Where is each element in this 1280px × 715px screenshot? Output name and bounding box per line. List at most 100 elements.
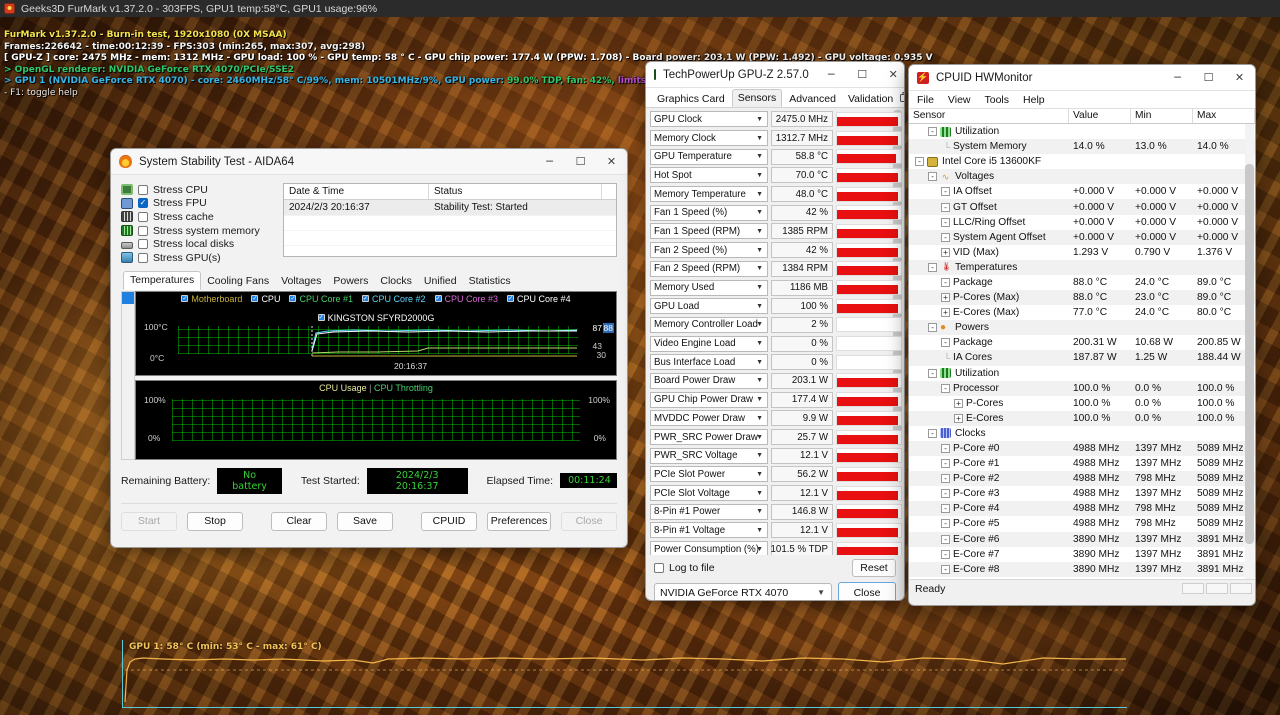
sensor-row[interactable]: - LLC/Ring Offset +0.000 V +0.000 V +0.000 V <box>909 215 1255 230</box>
legend-motherboard[interactable]: ✓ Motherboard <box>181 294 242 304</box>
sensor-row[interactable]: - E-Core #7 3890 MHz 1397 MHz 3891 MHz <box>909 547 1255 562</box>
collapse-icon[interactable]: - <box>928 323 937 333</box>
chevron-down-icon[interactable]: ▼ <box>756 190 763 198</box>
sensor-row[interactable]: - P-Core #2 4988 MHz 798 MHz 5089 MHz <box>909 471 1255 487</box>
gpuz-titlebar[interactable]: TechPowerUp GPU-Z 2.57.0 ─ ☐ ✕ <box>646 62 904 88</box>
sensor-row[interactable]: - P-Core #4 4988 MHz 798 MHz 5089 MHz <box>909 501 1255 517</box>
stress-disks-checkbox[interactable] <box>138 239 148 250</box>
sensor-name[interactable]: Memory Clock ▼ <box>650 130 768 147</box>
sensor-row[interactable]: └ IA Cores 187.87 W 1.25 W 188.44 W <box>909 350 1255 366</box>
sensor-row[interactable]: Board Power Draw ▼ 203.1 W <box>650 372 904 391</box>
log-to-file-checkbox[interactable] <box>654 563 664 573</box>
sensor-name[interactable]: Bus Interface Load ▼ <box>650 354 768 371</box>
sensor-row[interactable]: GPU Load ▼ 100 % <box>650 297 904 316</box>
tab-graphics-card[interactable]: Graphics Card <box>657 93 725 105</box>
sensor-row[interactable]: Fan 2 Speed (%) ▼ 42 % <box>650 241 904 260</box>
sensor-row[interactable]: Video Engine Load ▼ 0 % <box>650 334 904 353</box>
sensor-row[interactable]: Memory Used ▼ 1186 MB <box>650 278 904 297</box>
tab-clocks[interactable]: Clocks <box>380 274 412 287</box>
scrollbar-thumb[interactable] <box>1245 164 1254 544</box>
stress-memory-checkbox[interactable] <box>138 225 148 236</box>
collapse-icon[interactable]: - <box>941 459 950 469</box>
expand-icon[interactable]: + <box>941 293 950 303</box>
sensor-group-row[interactable]: - Intel Core i5 13600KF <box>909 154 1255 169</box>
hwmonitor-sensor-tree[interactable]: - Utilization └ System Memory 14.0 % 13.0 % 14… <box>909 124 1255 579</box>
stability-log-table[interactable]: Date & Time Status 2024/2/3 20:16:37 Sta… <box>283 183 617 257</box>
stress-cache-checkbox[interactable] <box>138 211 148 222</box>
chevron-down-icon[interactable]: ▼ <box>756 302 763 310</box>
collapse-icon[interactable]: - <box>941 202 950 212</box>
sensor-row[interactable]: Fan 2 Speed (RPM) ▼ 1384 RPM <box>650 260 904 279</box>
stress-row-cache[interactable]: Stress cache <box>121 210 273 224</box>
sensor-row[interactable]: PCIe Slot Voltage ▼ 12.1 V <box>650 484 904 503</box>
sensor-name[interactable]: Hot Spot ▼ <box>650 167 768 184</box>
sensor-name[interactable]: Fan 2 Speed (%) ▼ <box>650 242 768 259</box>
scrollbar-thumb[interactable] <box>122 291 134 304</box>
chevron-down-icon[interactable]: ▼ <box>756 508 763 516</box>
minimize-icon[interactable]: ─ <box>827 68 835 81</box>
sensor-name[interactable]: GPU Temperature ▼ <box>650 148 768 165</box>
sensor-row[interactable]: Hot Spot ▼ 70.0 °C <box>650 166 904 185</box>
sensor-row[interactable]: Power Consumption (%) ▼ 101.5 % TDP <box>650 540 904 555</box>
tab-advanced[interactable]: Advanced <box>789 93 836 105</box>
expand-icon[interactable]: + <box>941 247 950 257</box>
sensor-name[interactable]: 8-Pin #1 Power ▼ <box>650 503 768 520</box>
hwmonitor-scrollbar[interactable] <box>1245 124 1254 579</box>
sensor-row[interactable]: + VID (Max) 1.293 V 0.790 V 1.376 V <box>909 245 1255 260</box>
sensor-group-row[interactable]: - Utilization <box>909 124 1255 139</box>
cpuid-button[interactable]: CPUID <box>421 511 477 531</box>
table-row[interactable]: 2024/2/3 20:16:37 Stability Test: Starte… <box>284 200 616 215</box>
aida64-titlebar[interactable]: System Stability Test - AIDA64 ─ ☐ ✕ <box>111 149 627 175</box>
collapse-icon[interactable]: - <box>941 444 950 454</box>
close-icon[interactable]: ✕ <box>1234 71 1245 84</box>
sensor-row[interactable]: - P-Core #0 4988 MHz 1397 MHz 5089 MHz <box>909 440 1255 457</box>
gpu-device-select[interactable]: NVIDIA GeForce RTX 4070 ▼ <box>654 583 832 600</box>
sensor-row[interactable]: PWR_SRC Voltage ▼ 12.1 V <box>650 446 904 465</box>
expand-icon[interactable]: + <box>954 398 963 408</box>
expand-icon[interactable]: + <box>941 308 950 318</box>
collapse-icon[interactable]: - <box>941 549 950 559</box>
minimize-icon[interactable]: ─ <box>1174 71 1181 84</box>
collapse-icon[interactable]: - <box>941 519 950 529</box>
sensor-row[interactable]: - System Agent Offset +0.000 V +0.000 V +0.0… <box>909 229 1255 245</box>
camera-icon[interactable] <box>900 91 904 105</box>
sensor-row[interactable]: 8-Pin #1 Power ▼ 146.8 W <box>650 502 904 521</box>
sensor-row[interactable]: + P-Cores 100.0 % 0.0 % 100.0 % <box>909 396 1255 411</box>
legend-cpu[interactable]: ✓ CPU <box>251 294 280 304</box>
sensor-row[interactable]: GPU Temperature ▼ 58.8 °C <box>650 147 904 166</box>
sensor-name[interactable]: GPU Chip Power Draw ▼ <box>650 391 768 408</box>
collapse-icon[interactable]: - <box>941 338 950 348</box>
sensor-row[interactable]: GPU Clock ▼ 2475.0 MHz <box>650 110 904 129</box>
chevron-down-icon[interactable]: ▼ <box>756 545 763 553</box>
sensor-row[interactable]: Bus Interface Load ▼ 0 % <box>650 353 904 372</box>
chevron-down-icon[interactable]: ▼ <box>756 265 763 273</box>
tab-statistics[interactable]: Statistics <box>468 274 511 287</box>
collapse-icon[interactable]: - <box>928 428 937 438</box>
sensor-row[interactable]: - E-Core #8 3890 MHz 1397 MHz 3891 MHz <box>909 561 1255 577</box>
sensor-name[interactable]: PWR_SRC Power Draw ▼ <box>650 429 768 446</box>
legend-core1[interactable]: ✓ CPU Core #1 <box>289 294 353 304</box>
tab-temperatures[interactable]: Temperatures <box>123 270 202 290</box>
save-button[interactable]: Save <box>337 511 393 531</box>
gpuz-window[interactable]: TechPowerUp GPU-Z 2.57.0 ─ ☐ ✕ Graphics … <box>645 61 905 601</box>
chevron-down-icon[interactable]: ▼ <box>756 134 763 142</box>
maximize-icon[interactable]: ☐ <box>575 155 586 168</box>
hwmonitor-window[interactable]: ⚡ CPUID HWMonitor ─ ☐ ✕ File View Tools … <box>908 64 1256 606</box>
collapse-icon[interactable]: - <box>928 262 937 272</box>
sensor-group-row[interactable]: - Utilization <box>909 366 1255 381</box>
chevron-down-icon[interactable]: ▼ <box>756 227 763 235</box>
stress-cpu-checkbox[interactable] <box>138 184 148 195</box>
sensor-group-row[interactable]: - 🌡 Temperatures <box>909 259 1255 275</box>
collapse-icon[interactable]: - <box>941 383 950 393</box>
sensor-row[interactable]: + E-Cores 100.0 % 0.0 % 100.0 % <box>909 410 1255 426</box>
sensor-row[interactable]: Fan 1 Speed (RPM) ▼ 1385 RPM <box>650 222 904 241</box>
menu-view[interactable]: View <box>947 93 971 106</box>
sensor-row[interactable]: └ System Memory 14.0 % 13.0 % 14.0 % <box>909 139 1255 155</box>
chevron-down-icon[interactable]: ▼ <box>756 115 763 123</box>
chevron-down-icon[interactable]: ▼ <box>756 340 763 348</box>
collapse-icon[interactable]: - <box>928 368 937 378</box>
collapse-icon[interactable]: - <box>915 157 924 167</box>
sensor-row[interactable]: - P-Core #5 4988 MHz 798 MHz 5089 MHz <box>909 516 1255 531</box>
sensor-row[interactable]: - P-Core #3 4988 MHz 1397 MHz 5089 MHz <box>909 486 1255 501</box>
